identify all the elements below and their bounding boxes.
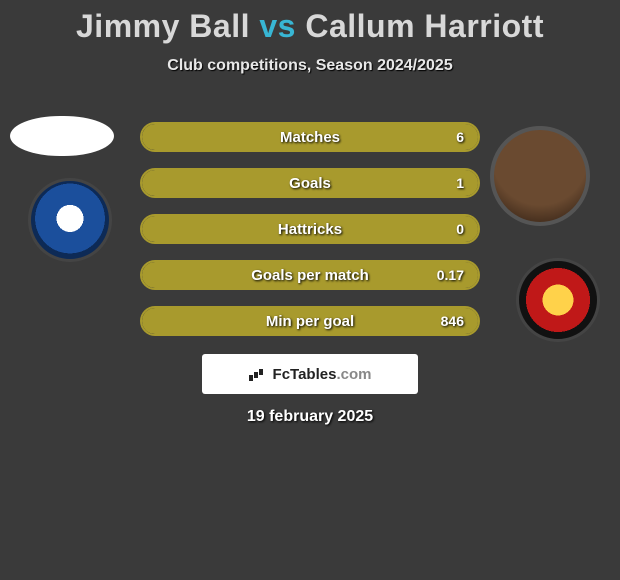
stat-label: Goals — [142, 170, 478, 196]
stat-row: Matches6 — [140, 122, 480, 152]
brand-text: FcTables.com — [273, 366, 372, 383]
bars-icon — [249, 367, 267, 381]
club-b-badge — [516, 258, 600, 342]
stat-label: Hattricks — [142, 216, 478, 242]
stat-value: 6 — [456, 124, 464, 150]
title-player-b: Callum Harriott — [296, 8, 544, 44]
player-a-avatar — [10, 116, 114, 156]
stat-value: 846 — [441, 308, 464, 334]
stat-label: Goals per match — [142, 262, 478, 288]
brand-name: FcTables — [273, 366, 337, 383]
page-title: Jimmy Ball vs Callum Harriott — [0, 0, 620, 45]
title-player-a: Jimmy Ball — [76, 8, 259, 44]
stat-value: 0.17 — [437, 262, 464, 288]
stat-label: Matches — [142, 124, 478, 150]
club-a-badge — [28, 178, 112, 262]
stat-value: 0 — [456, 216, 464, 242]
stat-label: Min per goal — [142, 308, 478, 334]
brand-attribution: FcTables.com — [202, 354, 418, 394]
stat-value: 1 — [456, 170, 464, 196]
subtitle: Club competitions, Season 2024/2025 — [0, 57, 620, 75]
stats-panel: Matches6Goals1Hattricks0Goals per match0… — [140, 122, 480, 352]
brand-domain: .com — [336, 366, 371, 383]
title-vs: vs — [259, 8, 296, 44]
stat-row: Goals per match0.17 — [140, 260, 480, 290]
stat-row: Goals1 — [140, 168, 480, 198]
footer-date: 19 february 2025 — [0, 408, 620, 426]
stat-row: Hattricks0 — [140, 214, 480, 244]
stat-row: Min per goal846 — [140, 306, 480, 336]
player-b-avatar — [490, 126, 590, 226]
